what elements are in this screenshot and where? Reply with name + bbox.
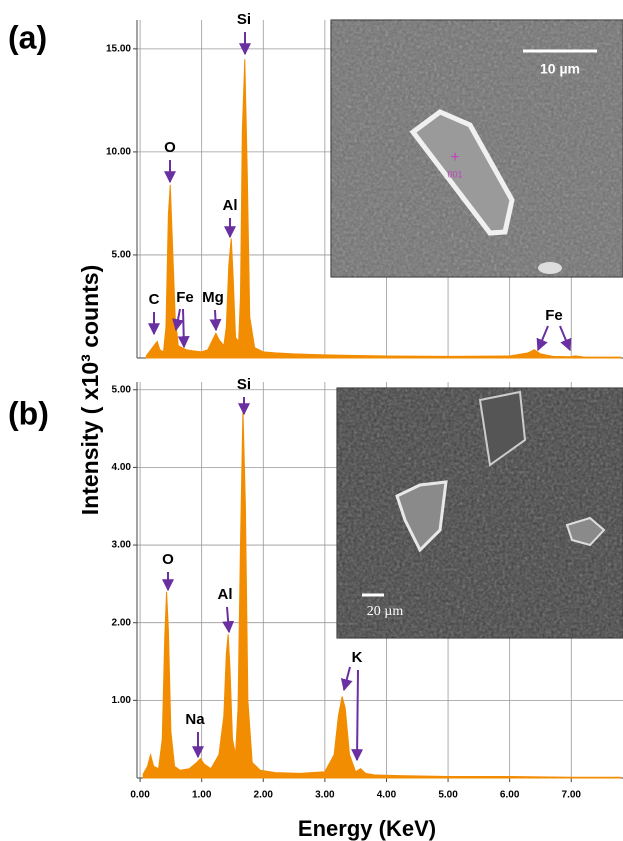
marker-label: 001 — [447, 169, 462, 179]
peak-label: Fe — [176, 289, 194, 306]
y-tick-label: 5.00 — [112, 384, 132, 395]
marker-cross: + — [450, 149, 459, 166]
peak-arrow — [344, 667, 350, 690]
sem-inset: 20 µm — [337, 388, 623, 638]
peak-label: Si — [237, 11, 251, 28]
peak-label: Mg — [202, 289, 224, 306]
y-tick-label: 10.00 — [106, 147, 131, 158]
peak-arrow — [215, 310, 216, 330]
x-tick-label: 6.00 — [500, 790, 520, 801]
peak-arrow — [176, 309, 180, 330]
x-tick-label: 4.00 — [377, 790, 397, 801]
peak-arrow — [227, 607, 229, 632]
peak-label: Al — [223, 197, 238, 214]
x-tick-label: 1.00 — [192, 790, 212, 801]
figure: (a) (b) Intensity ( x10³ counts) Energy … — [0, 0, 623, 841]
peak-arrow — [560, 326, 570, 350]
peak-label: O — [162, 551, 174, 568]
y-tick-label: 4.00 — [112, 462, 132, 473]
panel-label: (a) — [8, 19, 47, 55]
x-tick-label: 7.00 — [562, 790, 582, 801]
plots: 5.00 10.00 15.00 10 µm +001 C Fe Mg O Al Si Fe 1.00 2… — [106, 11, 623, 801]
peak-label: Fe — [545, 307, 563, 324]
x-tick-label: 5.00 — [438, 790, 458, 801]
x-axis-label: Energy (KeV) — [298, 816, 436, 841]
y-tick-label: 15.00 — [106, 43, 131, 54]
peak-arrow — [183, 309, 184, 347]
peak-label: Si — [237, 376, 251, 393]
peak-label: Al — [218, 586, 233, 603]
x-tick-label: 3.00 — [315, 790, 335, 801]
peak-arrow — [538, 326, 548, 350]
peak-label: O — [164, 139, 176, 156]
peak-label: C — [149, 291, 160, 308]
sem-inset: 10 µm +001 — [331, 20, 623, 277]
y-tick-label: 3.00 — [112, 540, 132, 551]
x-tick-label: 0.00 — [130, 790, 150, 801]
panel-label: (b) — [8, 395, 49, 431]
peak-arrow — [357, 670, 358, 760]
peak-label: K — [352, 649, 363, 666]
scale-label: 10 µm — [540, 61, 580, 77]
x-tick-label: 2.00 — [254, 790, 274, 801]
inset-grain — [337, 388, 623, 638]
y-tick-label: 2.00 — [112, 617, 132, 628]
y-axis-label: Intensity ( x10³ counts) — [77, 265, 103, 515]
scale-label: 20 µm — [367, 604, 404, 619]
peak-label: Na — [185, 711, 205, 728]
y-tick-label: 5.00 — [112, 250, 132, 261]
y-tick-label: 1.00 — [112, 695, 132, 706]
particle — [538, 262, 562, 274]
